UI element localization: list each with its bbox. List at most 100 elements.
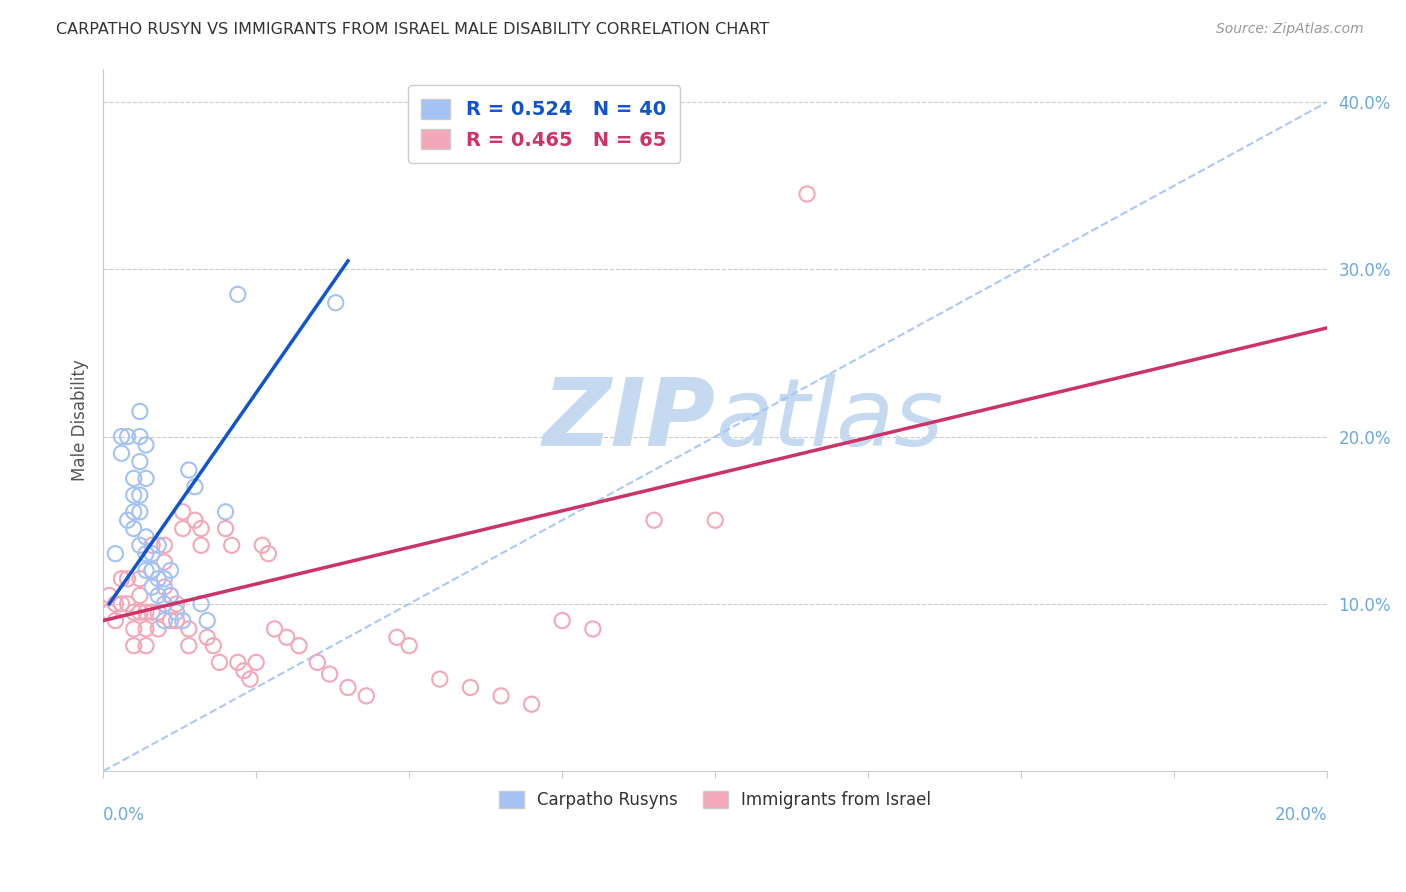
Point <box>166 614 188 628</box>
Text: atlas: atlas <box>716 375 943 466</box>
Point <box>153 614 176 628</box>
Text: 20.0%: 20.0% <box>1275 806 1327 824</box>
Point <box>135 639 157 653</box>
Point <box>288 639 311 653</box>
Point <box>460 681 482 695</box>
Point <box>226 656 249 670</box>
Point <box>153 572 176 586</box>
Point <box>245 656 267 670</box>
Point <box>117 513 139 527</box>
Point <box>325 295 347 310</box>
Point <box>153 580 176 594</box>
Point <box>122 605 145 619</box>
Point <box>98 605 121 619</box>
Point <box>172 522 194 536</box>
Point <box>177 622 200 636</box>
Point <box>148 605 170 619</box>
Point <box>159 589 181 603</box>
Text: CARPATHO RUSYN VS IMMIGRANTS FROM ISRAEL MALE DISABILITY CORRELATION CHART: CARPATHO RUSYN VS IMMIGRANTS FROM ISRAEL… <box>56 22 769 37</box>
Point <box>153 538 176 552</box>
Point <box>796 186 818 201</box>
Point <box>141 580 163 594</box>
Text: 0.0%: 0.0% <box>103 806 145 824</box>
Point <box>122 522 145 536</box>
Point <box>429 672 451 686</box>
Point <box>135 471 157 485</box>
Point <box>177 639 200 653</box>
Point <box>128 538 150 552</box>
Point <box>177 463 200 477</box>
Point <box>128 505 150 519</box>
Point <box>128 429 150 443</box>
Point <box>159 589 181 603</box>
Point <box>184 513 207 527</box>
Point <box>128 488 150 502</box>
Point <box>166 605 188 619</box>
Point <box>122 622 145 636</box>
Point <box>214 505 236 519</box>
Point <box>190 538 212 552</box>
Point <box>141 605 163 619</box>
Point <box>159 614 181 628</box>
Point <box>153 555 176 569</box>
Point <box>104 597 127 611</box>
Point <box>257 547 280 561</box>
Point <box>489 689 512 703</box>
Point <box>128 404 150 418</box>
Point <box>141 547 163 561</box>
Y-axis label: Male Disability: Male Disability <box>72 359 89 481</box>
Point <box>166 597 188 611</box>
Point <box>135 622 157 636</box>
Point <box>276 630 298 644</box>
Point <box>98 589 121 603</box>
Point <box>148 622 170 636</box>
Point <box>398 639 420 653</box>
Point <box>128 605 150 619</box>
Point <box>122 471 145 485</box>
Point <box>110 597 132 611</box>
Point <box>263 622 285 636</box>
Point <box>128 589 150 603</box>
Point <box>153 597 176 611</box>
Point <box>385 630 408 644</box>
Point <box>221 538 243 552</box>
Legend: Carpatho Rusyns, Immigrants from Israel: Carpatho Rusyns, Immigrants from Israel <box>492 784 938 815</box>
Point <box>582 622 605 636</box>
Point <box>141 563 163 577</box>
Point <box>122 488 145 502</box>
Text: ZIP: ZIP <box>543 374 716 466</box>
Point <box>122 639 145 653</box>
Point <box>214 522 236 536</box>
Point <box>128 455 150 469</box>
Point <box>202 639 225 653</box>
Point <box>159 563 181 577</box>
Point <box>135 547 157 561</box>
Point <box>148 538 170 552</box>
Point <box>195 630 218 644</box>
Point <box>117 597 139 611</box>
Point <box>172 505 194 519</box>
Point <box>551 614 574 628</box>
Point <box>117 429 139 443</box>
Point <box>643 513 665 527</box>
Point <box>520 697 543 711</box>
Point <box>135 605 157 619</box>
Point <box>190 522 212 536</box>
Point <box>110 446 132 460</box>
Point <box>117 572 139 586</box>
Point <box>110 429 132 443</box>
Point <box>148 589 170 603</box>
Point <box>336 681 359 695</box>
Point <box>704 513 727 527</box>
Point <box>110 572 132 586</box>
Point <box>148 572 170 586</box>
Point <box>356 689 378 703</box>
Point <box>104 614 127 628</box>
Point <box>239 672 262 686</box>
Point <box>208 656 231 670</box>
Text: Source: ZipAtlas.com: Source: ZipAtlas.com <box>1216 22 1364 37</box>
Point <box>128 572 150 586</box>
Point <box>318 667 340 681</box>
Point <box>195 614 218 628</box>
Point <box>104 547 127 561</box>
